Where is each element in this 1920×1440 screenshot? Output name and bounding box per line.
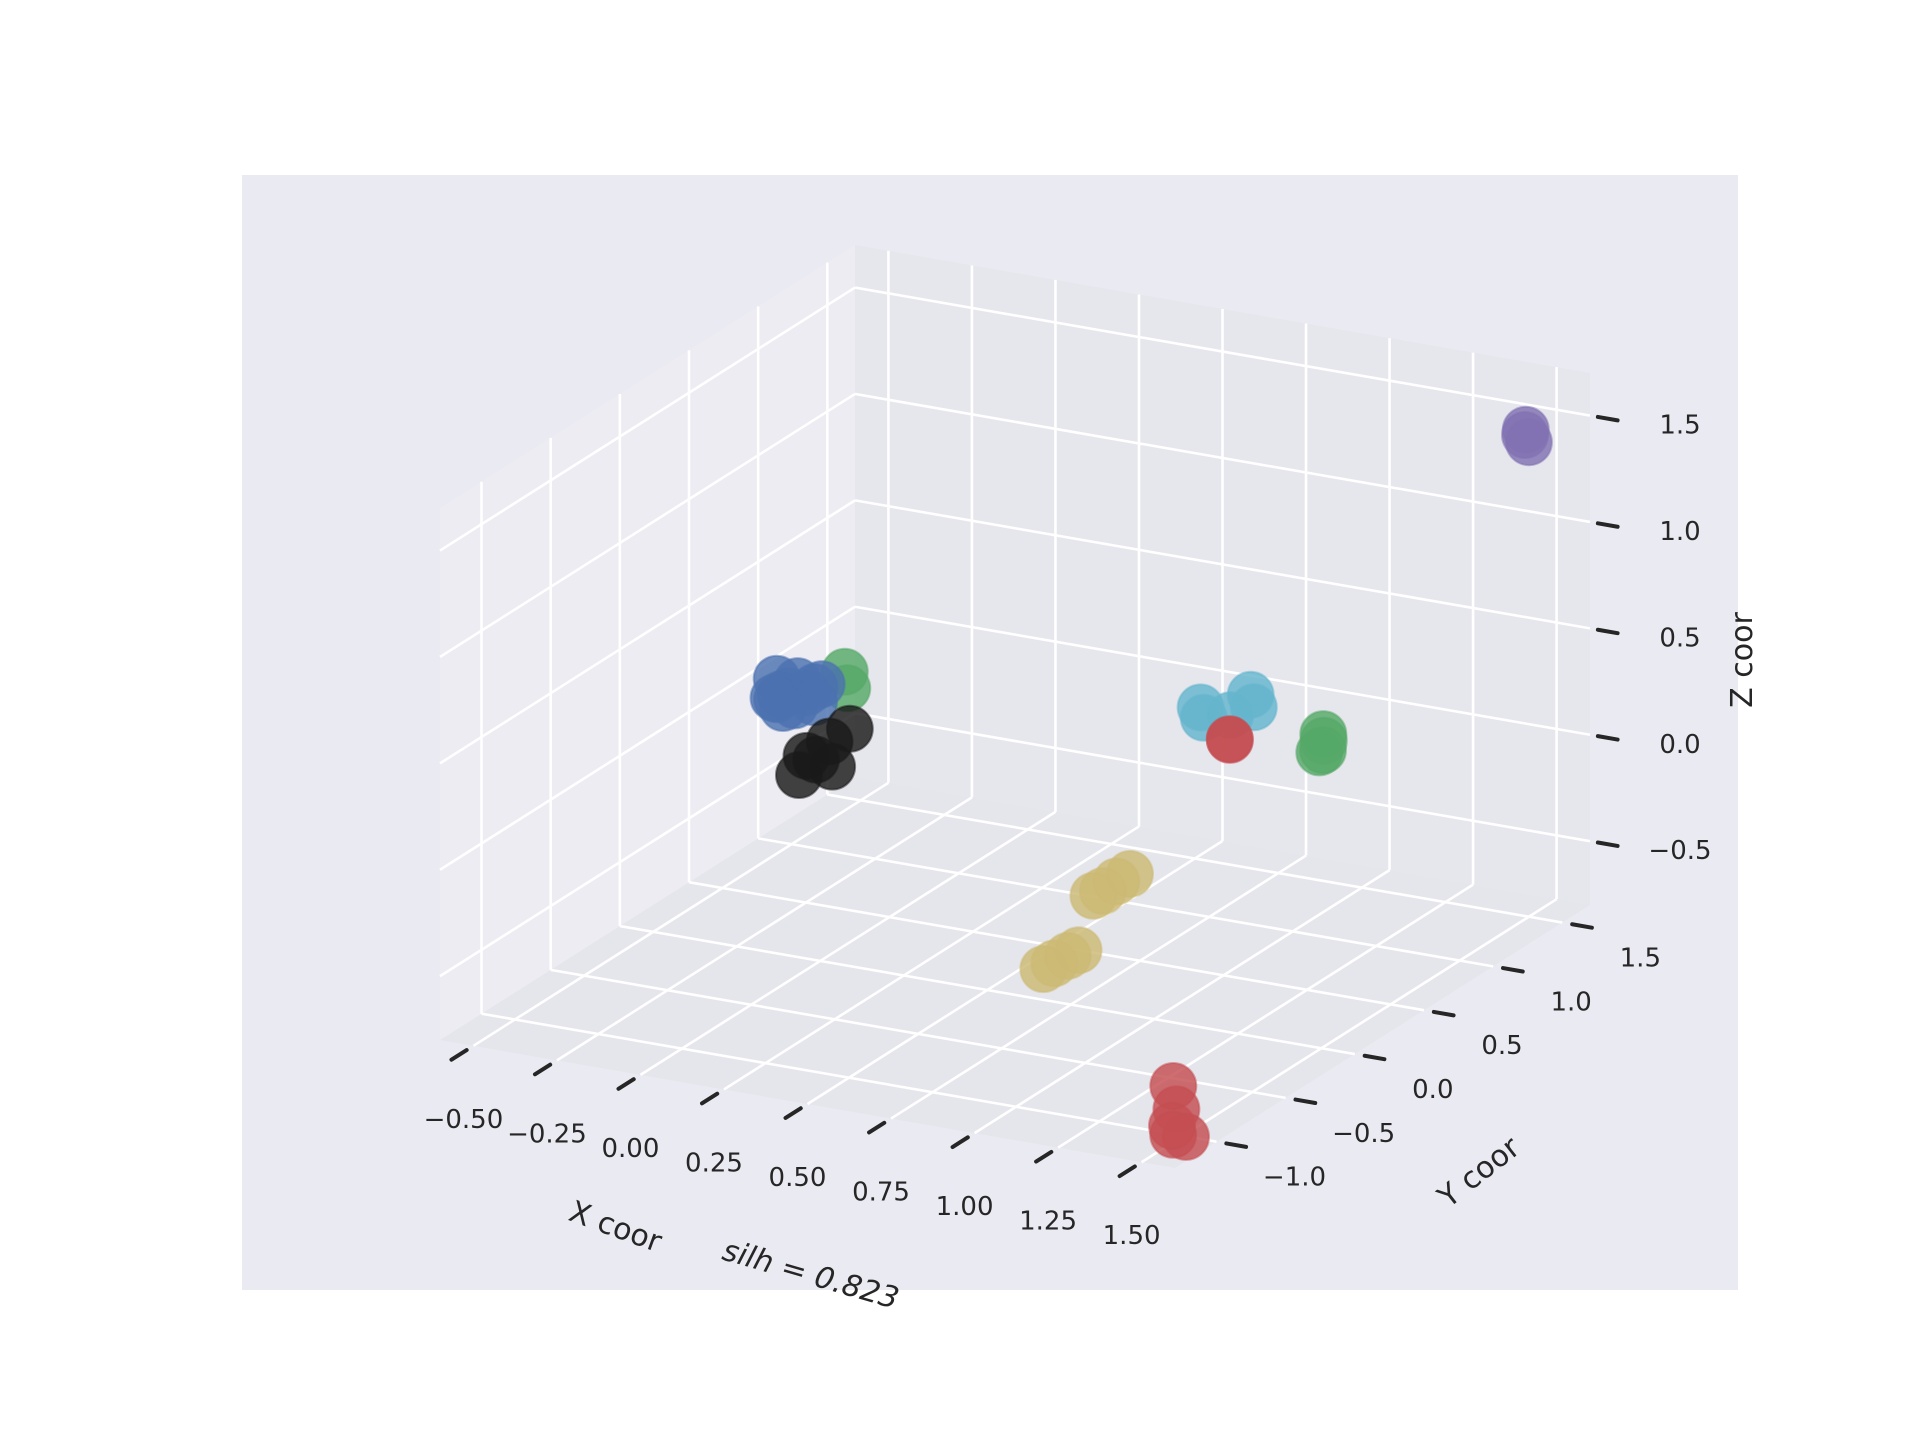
grid-z-left	[439, 605, 856, 871]
y-tick	[1501, 966, 1525, 974]
grid-z-back	[854, 392, 1591, 524]
scatter-point	[1069, 871, 1118, 920]
grid-z-back	[854, 711, 1591, 843]
x-tick-label: −0.50	[424, 1105, 504, 1135]
z-tick	[1595, 414, 1620, 423]
scatter-point	[749, 673, 798, 722]
z-tick-label: 0.0	[1659, 730, 1700, 760]
z-tick	[1595, 734, 1620, 742]
grid-z-left	[439, 499, 856, 765]
y-tick-label: 1.0	[1550, 987, 1591, 1017]
x-tick-label: 0.00	[602, 1134, 660, 1164]
scatter-points	[749, 405, 1553, 1161]
z-tick-label: 1.0	[1659, 517, 1700, 547]
z-tick-label: −0.5	[1648, 836, 1711, 866]
x-tick	[1117, 1164, 1137, 1179]
y-tick	[1224, 1141, 1249, 1149]
x-tick	[449, 1048, 469, 1062]
x-tick-label: 1.25	[1019, 1207, 1077, 1237]
tick-labels: −0.50 −0.25 0.00 0.25 0.50 0.75 1.00 1.25 1.50 −1…	[424, 411, 1712, 1252]
grid-x-floor	[1057, 883, 1474, 1149]
x-tick	[950, 1135, 970, 1150]
grid-z-left	[439, 392, 856, 659]
x-tick-label: 0.50	[769, 1163, 827, 1193]
grid-z-left	[439, 286, 856, 552]
grid-x-floor	[639, 810, 1057, 1077]
z-tick	[1595, 521, 1620, 529]
scatter-point	[1019, 945, 1068, 994]
grid-z-back	[854, 286, 1591, 417]
x-tick	[867, 1120, 887, 1135]
x-tick	[700, 1091, 720, 1106]
z-tick	[1595, 840, 1620, 848]
grid-x-floor	[1140, 898, 1558, 1164]
grid-x-floor	[723, 825, 1140, 1091]
tick-marks	[449, 414, 1620, 1179]
x-tick	[532, 1062, 553, 1077]
grid-y-floor	[827, 793, 1563, 924]
scatter-point	[775, 751, 823, 799]
z-tick-label: 1.5	[1659, 411, 1700, 441]
y-tick	[1570, 922, 1594, 930]
grid-y-floor	[481, 1012, 1217, 1143]
x-tick-label: 1.50	[1103, 1221, 1161, 1251]
scatter-point	[1299, 726, 1347, 775]
scatter-point	[1205, 715, 1254, 764]
x-tick	[783, 1106, 803, 1120]
grid-x-floor	[472, 781, 890, 1047]
y-tick	[1293, 1097, 1318, 1106]
x-tick-label: 0.75	[852, 1178, 910, 1208]
z-tick-label: 0.5	[1659, 623, 1700, 653]
y-tick-label: 0.0	[1412, 1075, 1453, 1105]
grid-y-floor	[619, 924, 1356, 1056]
z-axis-label: Z coor	[1725, 612, 1760, 708]
z-tick	[1595, 627, 1620, 636]
grid-x-floor	[890, 854, 1307, 1120]
x-tick-label: 1.00	[936, 1192, 994, 1222]
grid-x-floor	[806, 839, 1224, 1106]
y-tick-label: −1.0	[1263, 1163, 1326, 1193]
grid-z-back	[854, 605, 1591, 737]
scatter-point	[1504, 418, 1553, 467]
x-tick-label: 0.25	[685, 1148, 743, 1178]
y-tick-label: −0.5	[1332, 1119, 1395, 1149]
grid-x-floor	[973, 868, 1391, 1135]
x-tick	[1034, 1149, 1054, 1164]
grid-x-floor	[556, 796, 973, 1062]
left-pane	[440, 245, 855, 1040]
x-tick	[616, 1077, 636, 1091]
scatter-point	[1149, 1110, 1198, 1159]
grid-z-back	[854, 499, 1591, 630]
y-tick	[1362, 1053, 1387, 1062]
y-tick	[1431, 1009, 1456, 1018]
y-tick-label: 0.5	[1481, 1031, 1522, 1061]
x-tick-label: −0.25	[507, 1119, 587, 1149]
y-tick-label: 1.5	[1620, 944, 1661, 974]
